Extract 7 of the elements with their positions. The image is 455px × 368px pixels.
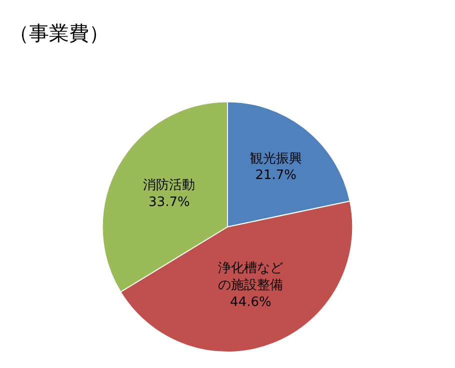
chart-title: （事業費） [9, 20, 110, 45]
slice-label: 観光振興 [250, 151, 302, 166]
data-label: 44.6% [230, 294, 272, 310]
data-label: 21.7% [255, 168, 297, 184]
data-label: 33.7% [148, 195, 190, 210]
slice-label: 消防活動 [143, 178, 196, 194]
slice-label: 浄化槽などの施設整備 [218, 261, 284, 293]
